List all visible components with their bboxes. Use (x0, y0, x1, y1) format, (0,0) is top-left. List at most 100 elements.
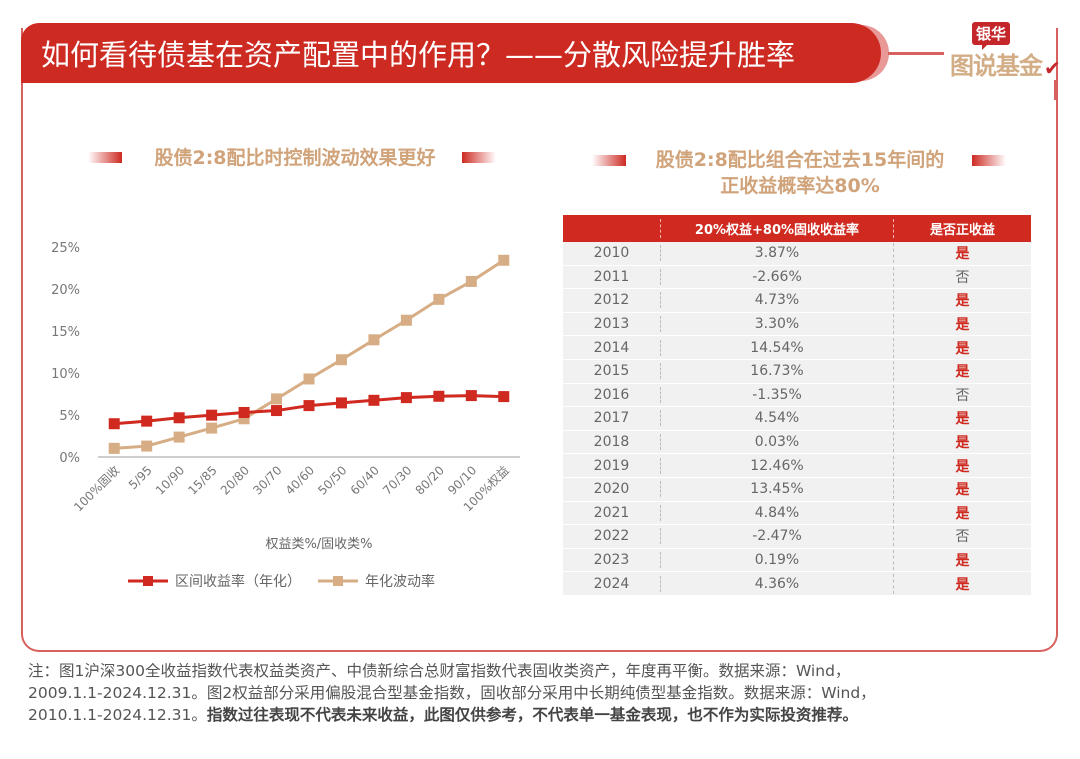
data-point-1 (400, 314, 412, 326)
data-point-1 (108, 442, 120, 454)
cell-year: 2020 (593, 481, 630, 498)
x-tick-label: 100%固收 (71, 463, 122, 514)
header-positive: 是否正收益 (893, 219, 1031, 238)
subtitle-decoration-left (88, 152, 122, 163)
table-subtitle-line1: 股债2:8配比组合在过去15年间的 (655, 149, 945, 171)
cell-return: 4.73% (660, 292, 893, 309)
cell-positive: 是 (893, 432, 1031, 453)
cell-positive: 是 (893, 290, 1031, 311)
data-point-1 (173, 431, 185, 443)
cell-return: 14.54% (660, 339, 893, 356)
table-row: 2015 16.73% 是 (563, 359, 1031, 384)
data-point-0 (400, 392, 412, 404)
data-point-1 (498, 254, 510, 266)
table-body: 2010 3.87% 是 2011 -2.66% 否 2012 4.73% 是 2013 3.30%… (563, 242, 1031, 596)
line-chart: 0% 5% 10% 15% 20% 25% 100%固收 5/9510/9015/8520/8… (51, 241, 520, 590)
cell-positive: 否 (893, 266, 1031, 287)
cell-year: 2016 (593, 386, 630, 403)
cell-positive: 是 (893, 361, 1031, 382)
table-row: 2019 12.46% 是 (563, 454, 1031, 478)
cell-year: 2021 (593, 504, 630, 521)
footnote-line1: 注：图1沪深300全收益指数代表权益类资产、中债新综合总财富指数代表固收类资产，… (28, 662, 851, 680)
y-tick-label: 5% (59, 409, 80, 424)
data-point-0 (368, 394, 380, 406)
cell-return: 3.30% (660, 316, 893, 333)
logo-brand-text: 图说基金 (950, 52, 1043, 80)
data-point-0 (238, 406, 250, 418)
footnote-line3: 2010.1.1-2024.12.31。指数过往表现不代表未来收益，此图仅供参考… (28, 704, 1068, 726)
table-row: 2022 -2.47% 否 (563, 525, 1031, 549)
cell-return: 0.03% (660, 434, 893, 451)
table-subtitle-decoration-left (592, 155, 626, 166)
table-row: 2012 4.73% 是 (563, 289, 1031, 313)
check-icon: ✔ (1044, 56, 1061, 80)
x-tick-label: 20/80 (218, 463, 252, 497)
data-point-1 (303, 373, 315, 385)
page-title: 如何看待债基在资产配置中的作用？——分散风险提升胜率 (41, 38, 796, 72)
data-point-1 (141, 440, 153, 452)
disclaimer-text: 指数过往表现不代表未来收益，此图仅供参考，不代表单一基金表现，也不作为实际投资推… (206, 706, 858, 724)
cell-return: 12.46% (660, 457, 893, 474)
cell-return: 0.19% (660, 552, 893, 569)
y-tick-label: 10% (51, 367, 80, 382)
cell-year: 2023 (593, 552, 630, 569)
data-point-0 (271, 405, 283, 417)
data-point-0 (465, 390, 477, 402)
data-point-1 (335, 354, 347, 366)
table-row: 2018 0.03% 是 (563, 430, 1031, 455)
footnote-line3-text: 2010.1.1-2024.12.31。 (28, 706, 207, 724)
cell-year: 2013 (593, 316, 630, 333)
cell-positive: 是 (893, 502, 1031, 523)
cell-year: 2012 (593, 292, 630, 309)
x-tick-label: 70/30 (380, 463, 414, 497)
data-point-1 (433, 293, 445, 305)
cell-return: 4.36% (660, 575, 893, 592)
data-point-0 (335, 397, 347, 409)
table-subtitle-decoration-right (972, 155, 1006, 166)
x-axis-title: 权益类%/固收类% (265, 536, 372, 552)
table-subtitle-line2: 正收益概率达80% (720, 175, 880, 197)
frame-edge (1054, 80, 1057, 100)
x-tick-label: 30/70 (250, 463, 284, 497)
brand-logo: 银华 图说基金 ✔ (950, 22, 1062, 82)
legend-label-1: 年化波动率 (365, 573, 435, 590)
cell-positive: 否 (893, 384, 1031, 405)
cell-positive: 是 (893, 408, 1031, 429)
table-row: 2013 3.30% 是 (563, 312, 1031, 337)
cell-positive: 是 (893, 573, 1031, 594)
data-point-0 (173, 412, 185, 424)
data-point-0 (141, 415, 153, 427)
cell-positive: 是 (893, 455, 1031, 476)
data-point-1 (465, 275, 477, 287)
cell-positive: 是 (893, 337, 1031, 358)
table-subtitle: 股债2:8配比组合在过去15年间的 正收益概率达80% (630, 147, 970, 199)
cell-return: -2.47% (660, 528, 893, 545)
table-header: 20%权益+80%固收收益率 是否正收益 (563, 215, 1031, 242)
cell-year: 2015 (593, 363, 630, 380)
y-tick-label: 25% (51, 241, 80, 256)
logo-badge: 银华 (972, 22, 1011, 50)
y-tick-label: 0% (59, 451, 80, 466)
series-line-1 (114, 259, 505, 450)
title-connector-line (888, 52, 944, 55)
cell-return: 4.54% (660, 410, 893, 427)
chart-subtitle: 股债2:8配比时控制波动效果更好 (154, 147, 436, 169)
cell-return: 16.73% (660, 363, 893, 380)
cell-year: 2022 (593, 528, 630, 545)
x-tick-label: 80/20 (413, 463, 447, 497)
cell-return: -1.35% (660, 386, 893, 403)
x-tick-label: 10/90 (153, 463, 187, 497)
title-banner: 如何看待债基在资产配置中的作用？——分散风险提升胜率 (21, 23, 881, 83)
cell-return: 3.87% (660, 245, 893, 262)
returns-table: 20%权益+80%固收收益率 是否正收益 2010 3.87% 是 2011 -2.66… (563, 215, 1031, 596)
cell-positive: 是 (893, 314, 1031, 335)
cell-year: 2014 (593, 339, 630, 356)
x-tick-label: 15/85 (185, 463, 219, 497)
legend-marker-0 (143, 576, 153, 586)
cell-positive: 是 (893, 550, 1031, 571)
table-row: 2016 -1.35% 否 (563, 383, 1031, 408)
cell-year: 2011 (593, 268, 630, 285)
x-tick-label: 60/40 (348, 463, 382, 497)
table-row: 2014 14.54% 是 (563, 336, 1031, 360)
table-row: 2011 -2.66% 否 (563, 265, 1031, 290)
